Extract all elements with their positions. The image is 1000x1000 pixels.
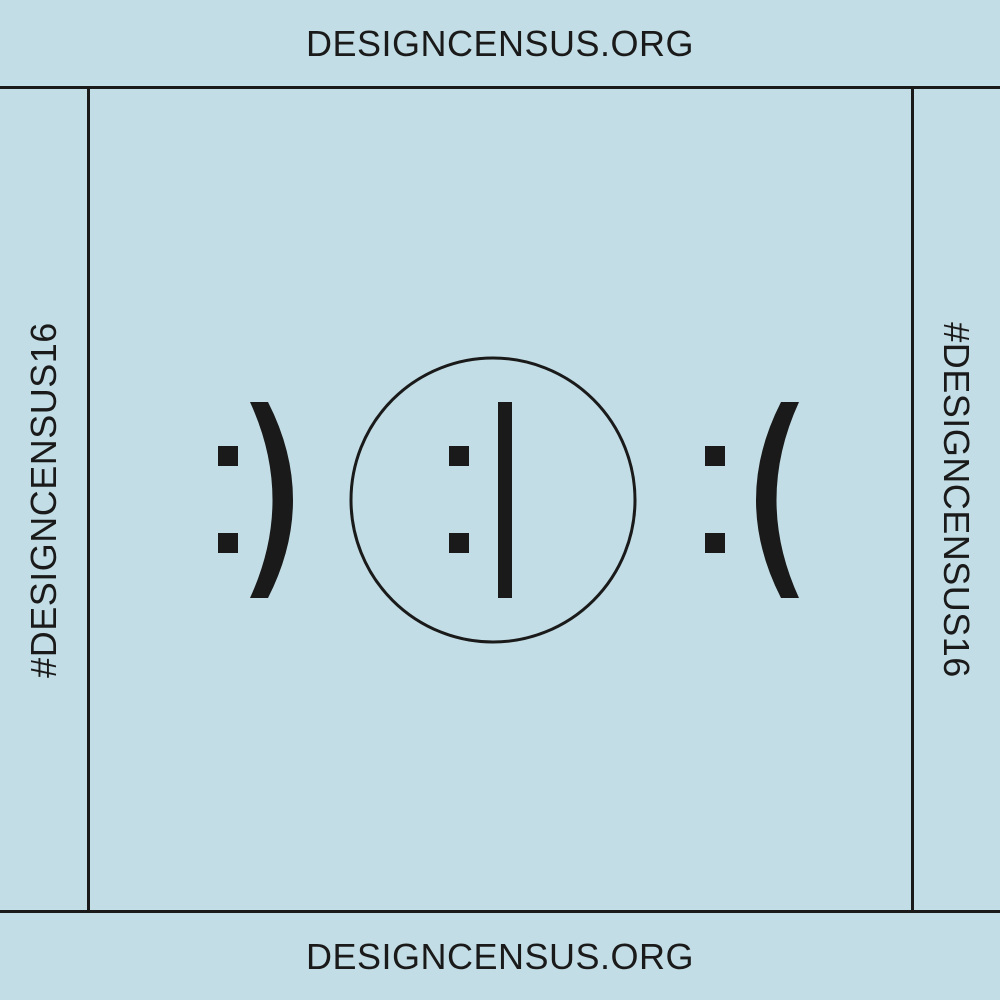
url-bottom: DESIGNCENSUS.ORG xyxy=(305,936,695,977)
bottom-divider xyxy=(0,910,1000,913)
url-top: DESIGNCENSUS.ORG xyxy=(305,23,695,64)
happy-face-icon xyxy=(218,402,293,598)
left-divider xyxy=(87,86,90,913)
top-divider xyxy=(0,86,1000,89)
sad-face-icon xyxy=(705,402,799,598)
neutral-face-icon xyxy=(349,356,637,644)
right-divider xyxy=(911,86,914,913)
